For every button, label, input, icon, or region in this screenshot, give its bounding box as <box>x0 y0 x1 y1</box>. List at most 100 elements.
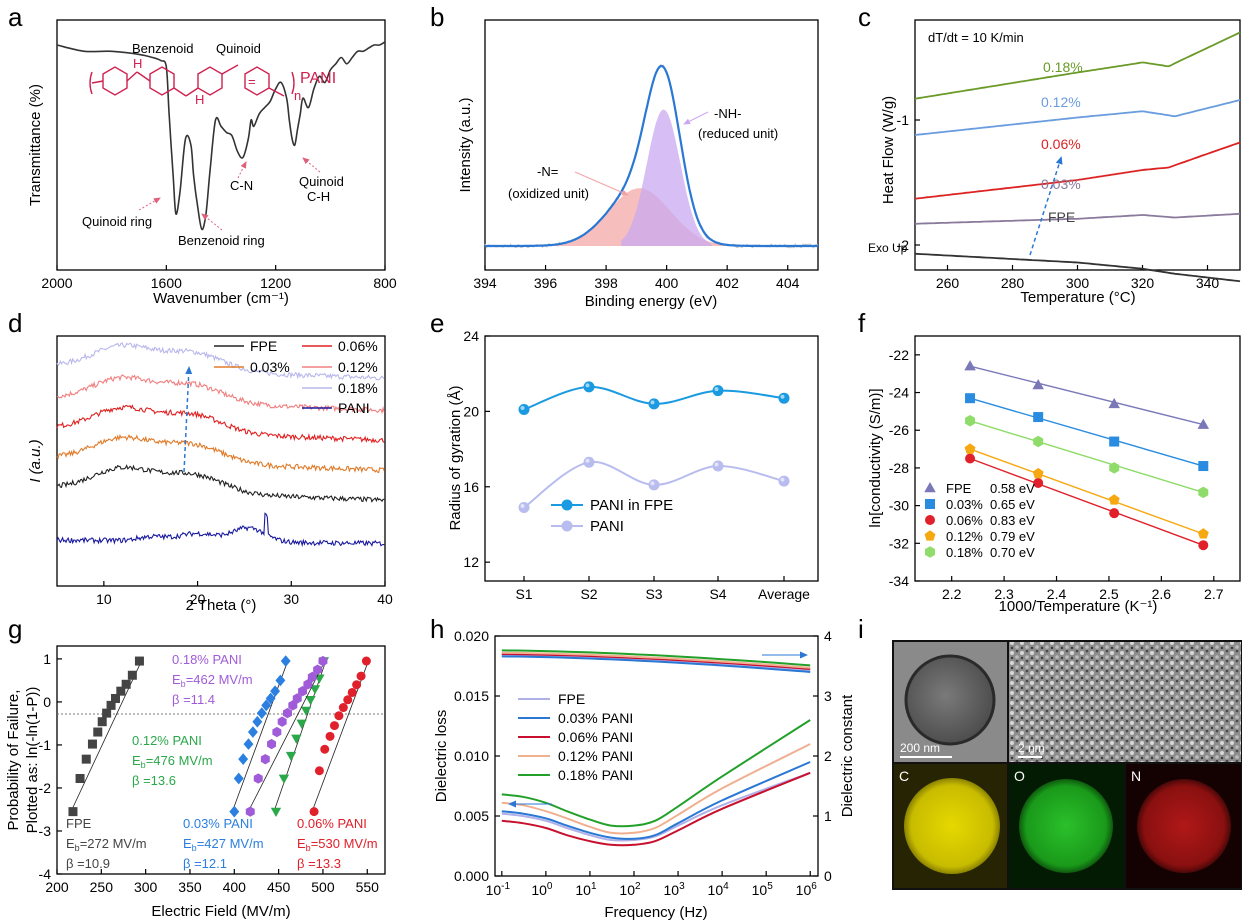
gyration-point-highlight <box>585 383 590 388</box>
y-tick-label: 12 <box>463 554 479 570</box>
x-tick-label: S4 <box>709 586 726 602</box>
legend-marker <box>925 499 935 509</box>
legend-label: 0.06% PANI <box>558 729 633 745</box>
legend-label: PANI <box>590 518 624 535</box>
data-point <box>1109 462 1120 474</box>
axes-frame-b <box>484 19 819 271</box>
y-tick-label: -1 <box>897 112 910 128</box>
eds-label-n: N <box>1131 768 1141 784</box>
legend-label: 0.06% <box>946 513 983 528</box>
y-tick-label: 0 <box>43 694 51 710</box>
y-tick-label: 16 <box>463 479 479 495</box>
weibull-point <box>296 719 307 729</box>
dsc-line-003 <box>914 212 1241 225</box>
y-axis-label-h-right: Dielectric constant <box>839 694 856 817</box>
x-tick-label: Average <box>758 586 810 602</box>
legend-label: PANI <box>338 400 370 416</box>
weibull-point <box>81 754 91 764</box>
label-006-eb: Eb=530 MV/m <box>297 836 378 853</box>
x-tick-label: 30 <box>283 591 299 607</box>
constant-line-4 <box>501 649 811 667</box>
x-tick-label: S1 <box>515 586 532 602</box>
label-018-name: 0.18% PANI <box>172 652 242 667</box>
x-tick-label: 500 <box>311 879 335 895</box>
data-point <box>1197 528 1209 539</box>
weibull-point <box>256 707 267 719</box>
panel-g-weibull: 200 250 300 350 400 450 500 550 1 0 -1 -2 -3 -4 0.18%… <box>5 645 386 920</box>
x-axis-label-d: 2 Theta (°) <box>186 597 257 614</box>
y-tick-label: -2 <box>897 237 910 253</box>
gyration-point-highlight <box>780 394 785 399</box>
gyration-point <box>583 456 595 468</box>
label-003-name: 0.03% PANI <box>183 816 253 831</box>
legend-label: 0.12% PANI <box>558 748 633 764</box>
x-tick-label: 2.5 <box>1099 586 1119 602</box>
weibull-point <box>243 738 254 750</box>
legend-label: 0.18% <box>946 545 983 560</box>
constant-line-1 <box>501 655 811 673</box>
y-tick-label: 0.020 <box>454 628 489 644</box>
x-ticks-d: 10 20 30 40 <box>96 581 393 607</box>
weibull-point <box>325 731 335 741</box>
y-tick-label: -34 <box>889 573 909 589</box>
x-tick-label: 400 <box>223 879 247 895</box>
y-tick-label: -24 <box>889 385 909 401</box>
x-tick-label: 402 <box>716 275 740 291</box>
legend-f: FPE 0.58 eV0.03% 0.65 eV0.06% 0.83 eV0.12% 0… <box>924 481 1035 560</box>
weibull-point <box>253 773 263 784</box>
gyration-point-highlight <box>714 462 719 467</box>
x-ticks-a: 2000 1600 1200 800 <box>41 265 397 291</box>
panel-letter-a: a <box>8 2 23 32</box>
x-tick-label: 2.3 <box>994 586 1014 602</box>
weibull-point <box>127 670 137 680</box>
panel-c-dsc: 260 280 300 320 340-1-2 dT/dt = 10 K/min Exo… <box>868 19 1241 306</box>
y2-tick-label: 2 <box>824 748 832 764</box>
panel-i-microscopy: 200 nm 2 nm C O N <box>892 640 1242 890</box>
data-point <box>1109 508 1120 519</box>
weibull-point <box>343 695 353 705</box>
y-tick-label: -3 <box>39 823 52 839</box>
y2-tick-label: 4 <box>824 628 832 644</box>
y-tick-label: 0.005 <box>454 808 489 824</box>
panel-letter-h: h <box>430 614 444 644</box>
weibull-point <box>134 656 144 666</box>
x-tick-label: 20 <box>190 591 206 607</box>
trend-arrow-d <box>183 366 193 473</box>
data-point <box>1033 478 1044 488</box>
series-lines-e <box>518 381 790 513</box>
dsc-line-FPE <box>914 252 1241 283</box>
x-tick-label: 300 <box>134 879 158 895</box>
panel-f-arrhenius: 2.2 2.3 2.4 2.5 2.6 2.7-22-24-26-28-30-32-34 … <box>867 335 1241 615</box>
fit-line <box>969 397 1204 467</box>
weibull-point <box>106 700 116 710</box>
x-tick-label: 2000 <box>41 275 72 291</box>
label-fpe-beta: β =10.9 <box>66 856 110 871</box>
label-012: 0.12% <box>1041 94 1081 110</box>
weibull-point <box>229 805 240 818</box>
gyration-point-highlight <box>520 406 525 410</box>
n-label-1: -N= <box>537 164 558 179</box>
x-tick-label: 800 <box>373 275 397 291</box>
panel-d-xrd: 10 20 30 40 FPE 0.03% 0.06% 0.12% 0.18% PANI 2 T… <box>27 335 393 614</box>
weibull-point <box>275 674 286 687</box>
x-tick-label: 40 <box>377 591 393 607</box>
y-tick-label: 1 <box>43 651 51 667</box>
weibull-point <box>277 716 287 727</box>
weibull-point <box>278 774 290 784</box>
weibull-point <box>300 706 312 716</box>
series-lines-h <box>501 649 811 847</box>
panel-letter-g: g <box>8 614 22 644</box>
gyration-point-highlight <box>714 387 719 392</box>
dsc-line-012 <box>914 99 1241 136</box>
weibull-point <box>245 806 255 817</box>
fit-line <box>969 365 1204 426</box>
legend-marker <box>561 520 573 532</box>
loss-line-2 <box>501 771 811 847</box>
legend-activation: 0.83 eV <box>990 513 1035 528</box>
panel-e-gyration: S1 S2 S3 S4 Average 12 16 20 24 PANI in FPEPANI … <box>447 328 819 602</box>
legend-label: FPE <box>558 691 585 707</box>
weibull-point <box>238 753 249 765</box>
legend-label: 0.03% <box>250 359 290 375</box>
weibull-point <box>121 679 131 689</box>
